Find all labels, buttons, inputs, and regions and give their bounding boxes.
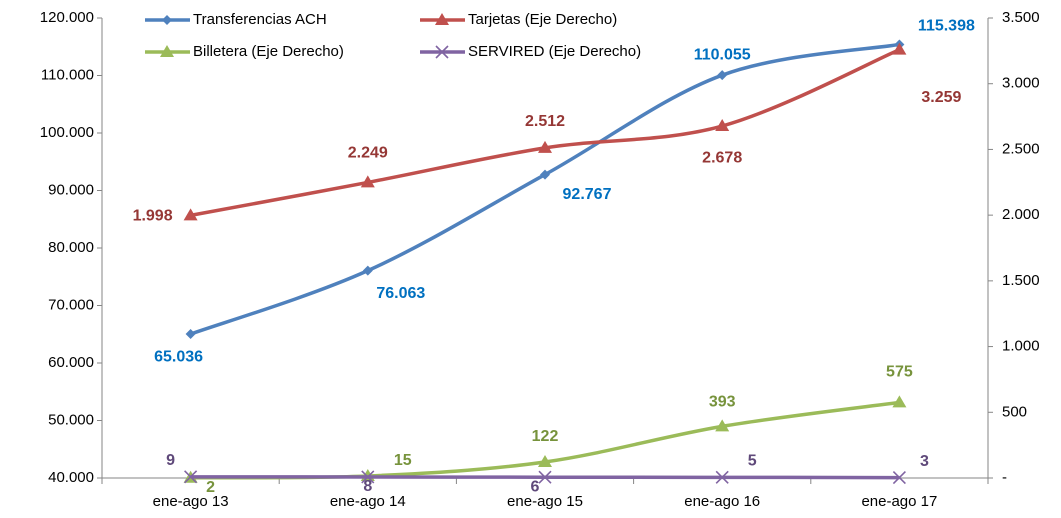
point — [715, 119, 730, 132]
data-label: 2 — [206, 479, 215, 496]
y-tick-label: 60.000 — [48, 354, 94, 371]
point — [540, 169, 550, 180]
y-tick-label: 70.000 — [48, 296, 94, 313]
data-label: 393 — [709, 394, 736, 411]
y-tick-label: 50.000 — [48, 411, 94, 428]
y-tick-label: 100.000 — [40, 124, 94, 141]
x-tick-label: ene-ago 15 — [507, 493, 583, 510]
y-tick-label: 80.000 — [48, 239, 94, 256]
legend-label: Tarjetas (Eje Derecho) — [468, 11, 617, 28]
series-line — [190, 48, 901, 218]
y2-tick-label: 2.500 — [1002, 140, 1040, 157]
data-label: 122 — [532, 428, 559, 445]
legend-label: SERVIRED (Eje Derecho) — [468, 43, 641, 60]
data-label: 575 — [886, 364, 913, 381]
point — [892, 471, 906, 485]
data-label: 15 — [394, 452, 412, 469]
legend-label: Transferencias ACH — [193, 11, 327, 28]
point — [538, 140, 552, 153]
data-label: 92.767 — [563, 186, 612, 203]
point — [715, 419, 730, 432]
data-label: 76.063 — [376, 285, 425, 302]
data-label: 110.055 — [694, 46, 751, 63]
point — [361, 470, 375, 484]
y2-tick-label: 1.000 — [1002, 338, 1040, 355]
x-tick-label: ene-ago 14 — [330, 493, 406, 510]
point — [184, 470, 198, 484]
point — [892, 395, 907, 408]
data-label: 5 — [748, 453, 757, 470]
y2-tick-label: - — [1002, 469, 1007, 486]
data-label: 9 — [166, 452, 175, 469]
y2-tick-label: 3.500 — [1002, 9, 1040, 26]
series-line — [190, 42, 900, 336]
x-tick-label: ene-ago 17 — [861, 493, 937, 510]
point — [185, 329, 196, 340]
data-label: 2.249 — [348, 145, 388, 162]
legend-marker — [435, 13, 449, 25]
data-label: 8 — [363, 478, 372, 495]
legend-marker — [435, 45, 449, 59]
data-label: 2.512 — [525, 113, 565, 130]
data-label: 3 — [920, 453, 929, 470]
y2-tick-label: 2.000 — [1002, 206, 1040, 223]
point — [717, 70, 728, 81]
data-label: 65.036 — [154, 348, 203, 365]
x-tick-label: ene-ago 13 — [153, 493, 229, 510]
y2-tick-label: 500 — [1002, 403, 1027, 420]
point — [360, 175, 375, 188]
data-label: 1.998 — [133, 208, 173, 225]
point — [183, 208, 198, 221]
legend-marker — [160, 45, 174, 57]
data-label: 6 — [531, 478, 540, 495]
x-tick-label: ene-ago 16 — [684, 493, 760, 510]
legend-marker — [162, 15, 172, 25]
y2-tick-label: 1.500 — [1002, 272, 1040, 289]
y2-tick-label: 3.000 — [1002, 75, 1040, 92]
data-label: 2.678 — [702, 149, 742, 166]
y-tick-label: 90.000 — [48, 181, 94, 198]
y-tick-label: 110.000 — [41, 66, 94, 83]
legend-label: Billetera (Eje Derecho) — [193, 43, 344, 60]
point — [715, 470, 729, 484]
point — [538, 470, 552, 484]
data-label: 115.398 — [918, 18, 975, 35]
point — [892, 42, 907, 55]
point — [362, 265, 373, 276]
y-tick-label: 120.000 — [40, 9, 94, 26]
data-label: 3.259 — [921, 89, 961, 106]
point — [538, 454, 552, 467]
y-tick-label: 40.000 — [48, 469, 94, 486]
